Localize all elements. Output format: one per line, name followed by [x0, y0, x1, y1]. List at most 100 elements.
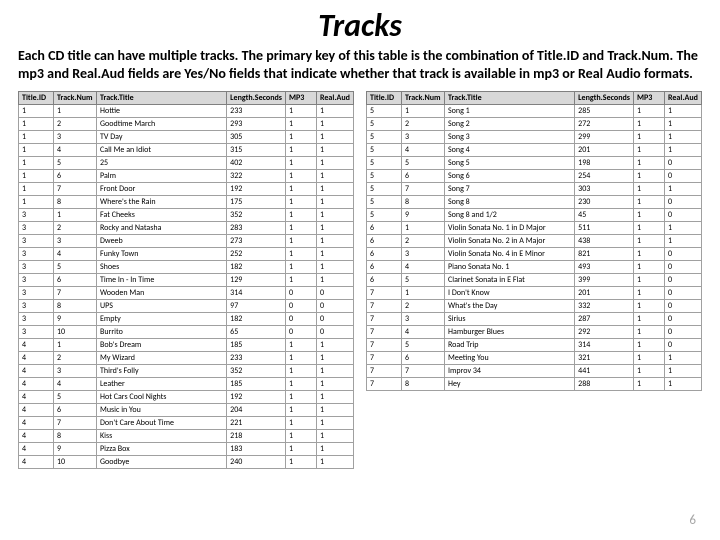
table-cell: 1: [634, 144, 665, 157]
table-cell: 7: [402, 183, 445, 196]
table-cell: 1: [634, 248, 665, 261]
table-cell: 1: [19, 157, 54, 170]
table-cell: 4: [19, 339, 54, 352]
table-row: 77Improv 3444111: [367, 365, 702, 378]
table-cell: 1: [286, 443, 317, 456]
table-cell: Song 8: [445, 196, 575, 209]
table-row: 32Rocky and Natasha28311: [19, 222, 354, 235]
table-row: 33Dweeb27311: [19, 235, 354, 248]
table-cell: 1: [19, 196, 54, 209]
table-cell: Song 4: [445, 144, 575, 157]
table-cell: 1: [317, 274, 354, 287]
table-cell: 1: [317, 235, 354, 248]
table-cell: 288: [575, 378, 634, 391]
table-cell: 0: [665, 287, 702, 300]
table-cell: 1: [286, 365, 317, 378]
col-header: Track.Num: [402, 92, 445, 105]
table-cell: 3: [19, 235, 54, 248]
table-row: 48Kiss21811: [19, 430, 354, 443]
table-cell: 322: [227, 170, 286, 183]
table-cell: 7: [367, 287, 402, 300]
table-cell: Road Trip: [445, 339, 575, 352]
table-cell: 272: [575, 118, 634, 131]
table-cell: 192: [227, 391, 286, 404]
table-cell: 7: [367, 352, 402, 365]
table-cell: Piano Sonata No. 1: [445, 261, 575, 274]
table-cell: 198: [575, 157, 634, 170]
table-cell: 4: [19, 378, 54, 391]
table-row: 42My Wizard23311: [19, 352, 354, 365]
table-cell: Improv 34: [445, 365, 575, 378]
table-cell: 6: [54, 404, 97, 417]
table-cell: 129: [227, 274, 286, 287]
table-cell: 292: [575, 326, 634, 339]
table-cell: 1: [317, 144, 354, 157]
table-cell: 3: [19, 274, 54, 287]
table-cell: 1: [665, 378, 702, 391]
table-cell: Hottie: [97, 105, 227, 118]
table-cell: 3: [19, 209, 54, 222]
table-cell: 1: [286, 144, 317, 157]
table-cell: 175: [227, 196, 286, 209]
tables-container: Title.IDTrack.NumTrack.TitleLength.Secon…: [0, 91, 720, 469]
table-cell: 233: [227, 105, 286, 118]
table-row: 76Meeting You32111: [367, 352, 702, 365]
table-cell: 6: [402, 352, 445, 365]
table-row: 49Pizza Box18311: [19, 443, 354, 456]
table-cell: 441: [575, 365, 634, 378]
table-cell: 0: [665, 248, 702, 261]
table-row: 410Goodbye24011: [19, 456, 354, 469]
table-cell: 1: [317, 196, 354, 209]
table-cell: Meeting You: [445, 352, 575, 365]
table-cell: 5: [367, 157, 402, 170]
table-cell: 1: [634, 326, 665, 339]
table-cell: Pizza Box: [97, 443, 227, 456]
table-cell: 8: [54, 196, 97, 209]
table-cell: 6: [367, 261, 402, 274]
table-cell: 1: [286, 196, 317, 209]
table-row: 39Empty18200: [19, 313, 354, 326]
col-header: Real.Aud: [665, 92, 702, 105]
table-cell: Song 8 and 1/2: [445, 209, 575, 222]
table-cell: 5: [367, 144, 402, 157]
table-cell: Call Me an Idiot: [97, 144, 227, 157]
table-cell: 1: [286, 183, 317, 196]
table-cell: Violin Sonata No. 4 in E Minor: [445, 248, 575, 261]
table-cell: 821: [575, 248, 634, 261]
table-cell: I Don't Know: [445, 287, 575, 300]
table-cell: 4: [19, 391, 54, 404]
table-cell: My Wizard: [97, 352, 227, 365]
table-cell: 299: [575, 131, 634, 144]
table-cell: 399: [575, 274, 634, 287]
table-row: 73Sirius28710: [367, 313, 702, 326]
table-cell: 1: [665, 131, 702, 144]
table-row: 72What's the Day33210: [367, 300, 702, 313]
table-cell: Hamburger Blues: [445, 326, 575, 339]
table-cell: 1: [317, 209, 354, 222]
table-cell: 0: [286, 313, 317, 326]
table-cell: 4: [19, 456, 54, 469]
table-cell: 3: [19, 248, 54, 261]
table-cell: 7: [367, 365, 402, 378]
table-cell: 7: [367, 300, 402, 313]
table-row: 45Hot Cars Cool Nights19211: [19, 391, 354, 404]
description-text: Each CD title can have multiple tracks. …: [0, 47, 720, 91]
table-cell: 5: [54, 391, 97, 404]
table-cell: 1: [317, 365, 354, 378]
table-cell: 352: [227, 209, 286, 222]
table-cell: What's the Day: [445, 300, 575, 313]
page-title: Tracks: [0, 0, 720, 47]
table-row: 59Song 8 and 1/24510: [367, 209, 702, 222]
table-cell: 6: [54, 170, 97, 183]
table-cell: 0: [665, 300, 702, 313]
table-cell: 1: [54, 105, 97, 118]
table-cell: Third's Folly: [97, 365, 227, 378]
table-cell: 1: [317, 183, 354, 196]
table-cell: 1: [317, 118, 354, 131]
table-row: 35Shoes18211: [19, 261, 354, 274]
table-cell: 402: [227, 157, 286, 170]
table-cell: 1: [54, 339, 97, 352]
table-cell: 0: [665, 313, 702, 326]
table-cell: 1: [286, 430, 317, 443]
table-cell: 5: [367, 131, 402, 144]
